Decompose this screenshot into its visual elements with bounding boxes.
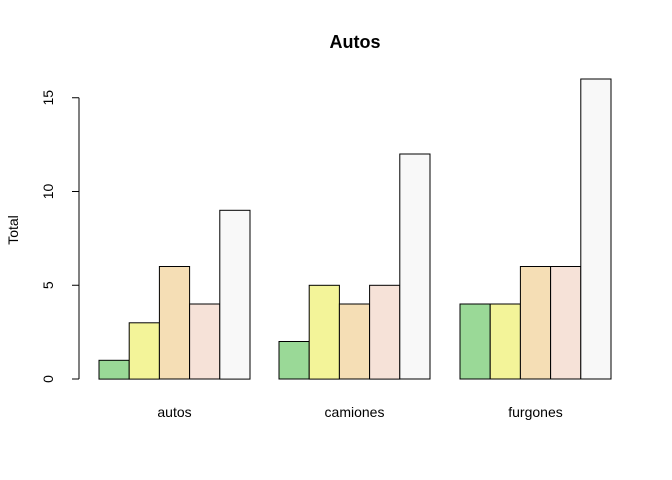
y-tick-label: 10 (40, 184, 56, 200)
x-tick-label: furgones (508, 404, 562, 420)
bar-furgones-3 (519, 266, 552, 380)
bar-furgones-2 (489, 303, 521, 380)
x-tick-label: camiones (325, 404, 385, 420)
bar-camiones-1 (278, 341, 310, 380)
bar-camiones-5 (399, 153, 431, 380)
y-tick-label: 5 (40, 281, 56, 289)
bar-autos-4 (189, 303, 221, 380)
bar-camiones-4 (369, 284, 401, 380)
bar-camiones-2 (308, 284, 340, 380)
x-tick-label: autos (157, 404, 191, 420)
bar-autos-1 (98, 359, 130, 380)
bar-autos-3 (158, 266, 191, 380)
bar-furgones-5 (580, 78, 612, 380)
chart-title: Autos (330, 32, 381, 52)
bar-camiones-3 (338, 303, 371, 380)
bars (98, 78, 612, 380)
y-axis-title: Total (5, 215, 21, 245)
y-tick-label: 15 (40, 90, 56, 106)
bar-furgones-1 (459, 303, 491, 380)
y-tick-label: 0 (40, 375, 56, 383)
bar-furgones-4 (550, 266, 582, 380)
y-axis: 0 5 10 15 (40, 90, 80, 383)
x-axis-labels: autos camiones furgones (157, 404, 562, 420)
bar-autos-5 (219, 209, 251, 380)
bar-autos-2 (128, 322, 160, 380)
